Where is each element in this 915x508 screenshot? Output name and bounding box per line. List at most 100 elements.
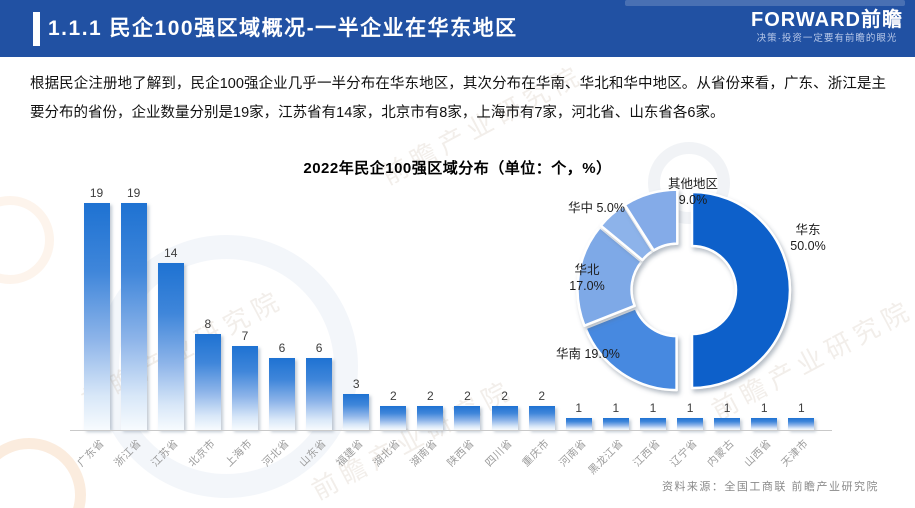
x-axis-tick: 福建省 xyxy=(334,432,375,488)
x-axis-label: 内蒙古 xyxy=(705,437,738,470)
x-axis-tick: 广东省 xyxy=(75,432,115,488)
x-axis-label: 河南省 xyxy=(556,437,589,470)
bar xyxy=(194,334,221,430)
bar-group: 19 xyxy=(78,187,115,430)
x-axis-label: 湖北省 xyxy=(371,437,404,470)
bar-group: 1 xyxy=(634,402,671,430)
header-accent-bar xyxy=(33,12,40,46)
bar-group: 1 xyxy=(709,402,746,430)
bar-group: 2 xyxy=(523,390,560,430)
bar-group: 6 xyxy=(263,342,300,430)
x-axis-label: 浙江省 xyxy=(111,437,144,470)
header-watermark-strip xyxy=(625,0,905,6)
x-axis-label: 河北省 xyxy=(260,437,292,470)
x-axis-label: 天津市 xyxy=(779,437,812,470)
bar xyxy=(417,406,444,430)
donut-slice xyxy=(623,188,679,252)
bar-group: 14 xyxy=(152,247,189,430)
bar-value-label: 6 xyxy=(278,341,286,355)
bar-value-label: 1 xyxy=(760,401,768,415)
x-axis-label: 江西省 xyxy=(631,437,663,470)
x-axis-tick: 山东省 xyxy=(297,432,338,488)
x-axis-label: 山西省 xyxy=(742,437,775,470)
x-axis-tick: 陕西省 xyxy=(446,432,486,488)
chart-title: 2022年民企100强区域分布（单位：个，%） xyxy=(303,160,612,177)
x-axis-tick: 黑龙江省 xyxy=(586,432,634,488)
bar xyxy=(788,418,815,430)
x-axis-label: 重庆市 xyxy=(519,437,552,470)
bar-value-label: 1 xyxy=(723,401,731,415)
bar-value-label: 14 xyxy=(164,246,178,260)
x-axis-label: 福建省 xyxy=(334,437,367,470)
donut-chart xyxy=(576,188,792,392)
bar-value-label: 2 xyxy=(501,389,508,403)
bar xyxy=(269,358,296,430)
x-axis-label: 陕西省 xyxy=(445,437,478,470)
bar-value-label: 2 xyxy=(464,389,471,403)
x-axis-label: 北京市 xyxy=(185,437,218,470)
x-axis-label: 湖南省 xyxy=(408,437,441,470)
x-axis-label: 上海市 xyxy=(223,437,255,470)
brand-block: FORWARD前瞻 决策·投资一定要有前瞻的眼光 xyxy=(751,8,903,46)
bar-group: 6 xyxy=(301,342,338,430)
bar-value-label: 7 xyxy=(241,329,249,343)
x-axis-label: 山东省 xyxy=(297,437,330,470)
bar xyxy=(343,394,370,430)
bar xyxy=(157,263,184,430)
bar xyxy=(380,406,407,430)
bar-group: 1 xyxy=(672,402,709,430)
bar-value-label: 1 xyxy=(686,401,694,415)
bar xyxy=(565,418,592,430)
bar-group: 8 xyxy=(189,318,226,430)
bar-group: 2 xyxy=(412,390,449,430)
x-axis-tick: 上海市 xyxy=(223,432,263,488)
watermark-circle xyxy=(0,196,54,284)
bar xyxy=(306,358,333,430)
bar-group: 1 xyxy=(560,402,597,430)
bar xyxy=(602,418,629,430)
bar xyxy=(120,203,147,430)
bar xyxy=(83,203,110,430)
x-axis-tick: 湖北省 xyxy=(371,432,412,488)
bar-value-label: 2 xyxy=(427,389,434,403)
brand-logo: FORWARD前瞻 xyxy=(751,9,903,31)
donut-slice xyxy=(690,190,792,390)
bar xyxy=(231,346,258,430)
donut-label: 华北 17.0% xyxy=(569,263,605,293)
x-axis-tick: 重庆市 xyxy=(520,432,560,488)
x-axis-tick: 北京市 xyxy=(186,432,226,488)
brand-tagline: 决策·投资一定要有前瞻的眼光 xyxy=(756,33,898,44)
x-axis-tick: 河北省 xyxy=(260,432,300,488)
bar-value-label: 8 xyxy=(204,317,212,331)
bar xyxy=(714,418,741,430)
source-note: 资料来源：全国工商联 前瞻产业研究院 xyxy=(661,481,879,493)
header-bar: 1.1.1 民企100强区域概况-一半企业在华东地区 FORWARD前瞻 决策·… xyxy=(0,0,915,57)
x-axis-label: 广东省 xyxy=(74,437,107,470)
donut-slice xyxy=(584,307,678,392)
bar-group: 1 xyxy=(783,402,820,430)
x-axis-tick: 浙江省 xyxy=(112,432,152,488)
bar-group: 2 xyxy=(486,390,523,430)
bar-value-label: 3 xyxy=(352,377,360,391)
bar-value-label: 2 xyxy=(389,389,397,403)
x-axis-tick: 江苏省 xyxy=(149,432,189,488)
bar-value-label: 1 xyxy=(612,401,620,415)
bar-value-label: 19 xyxy=(89,186,104,200)
bar-group: 2 xyxy=(375,390,412,430)
bar-value-label: 6 xyxy=(315,341,323,355)
bar-value-label: 1 xyxy=(797,401,805,415)
bar xyxy=(677,418,704,430)
bar xyxy=(751,418,778,430)
bar-group: 1 xyxy=(597,402,634,430)
bar-value-label: 2 xyxy=(538,389,546,403)
bar-chart-plot: 19 19 14 8 7 6 6 3 2 2 2 2 2 1 1 1 1 1 1 1 xyxy=(78,180,820,430)
bar-value-label: 1 xyxy=(649,401,657,415)
page-title: 1.1.1 民企100强区域概况-一半企业在华东地区 xyxy=(48,17,518,40)
bar-group: 1 xyxy=(746,402,783,430)
bar xyxy=(639,418,666,430)
x-axis-tick: 四川省 xyxy=(483,432,523,488)
x-axis-line xyxy=(70,430,832,431)
donut-slice xyxy=(576,225,643,327)
bar-group: 7 xyxy=(226,330,263,430)
donut-label: 华南 19.0% xyxy=(556,347,620,361)
